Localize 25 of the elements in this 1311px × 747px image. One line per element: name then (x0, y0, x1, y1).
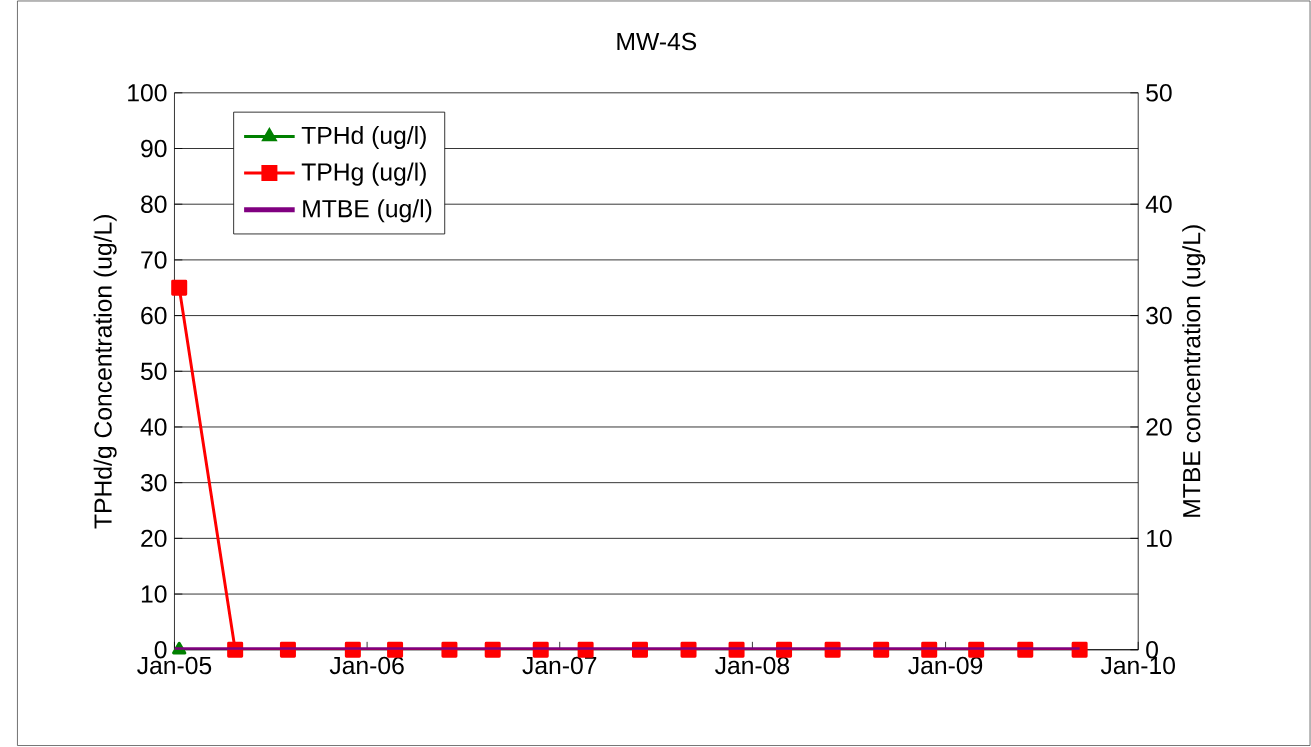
y-tick-label: 40 (140, 418, 167, 436)
legend-label: TPHd (ug/l) (301, 126, 426, 150)
x-tick-label: Jan-06 (329, 656, 404, 675)
y2-tick-label: 50 (1146, 84, 1172, 102)
y-tick-label: 90 (141, 140, 167, 158)
legend-label: TPHg (ug/l) (301, 162, 426, 186)
y2-tick-label: 20 (1146, 418, 1172, 436)
y-tick-label: 20 (141, 529, 167, 548)
y2-tick-label: 30 (1146, 307, 1172, 325)
y-tick-label: 50 (141, 362, 167, 381)
y-tick-label: 100 (128, 84, 167, 102)
y2-axis-title: MTBE concentration (ug/L) (1182, 225, 1206, 517)
y-tick-label: 10 (141, 585, 167, 604)
legend-label: MTBE (ug/l) (303, 199, 432, 223)
chart-title: MW-4S (617, 33, 697, 51)
x-tick-label: Jan-08 (715, 656, 790, 675)
x-tick-label: Jan-07 (522, 656, 597, 675)
y-tick-label: 30 (140, 474, 167, 492)
y-tick-label: 70 (141, 251, 167, 269)
y-axis-title: TPHd/g Concentration (ug/L) (93, 215, 117, 529)
y2-tick-label: 40 (1145, 195, 1172, 214)
x-tick-label: Jan-09 (908, 656, 983, 675)
y-tick-label: 60 (141, 307, 167, 325)
y-tick-label: 80 (141, 195, 167, 214)
y2-tick-label: 10 (1147, 529, 1172, 548)
